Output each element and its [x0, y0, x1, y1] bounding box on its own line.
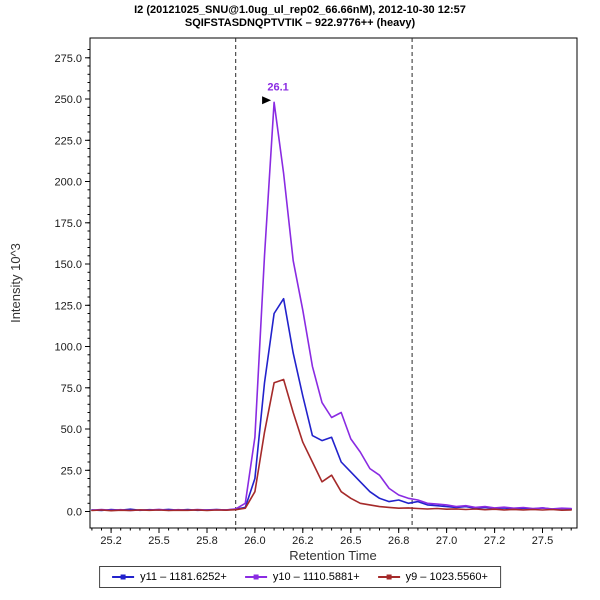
legend-label-y9: y9 – 1023.5560+: [405, 571, 488, 583]
legend-line-y10-icon: [244, 576, 267, 578]
y-tick-label: 100.0: [54, 342, 82, 354]
y-tick-label: 250.0: [54, 94, 82, 106]
chart-title-line2: SQIFSTASDNQPTVTIK – 922.9776++ (heavy): [184, 17, 416, 29]
plot-frame-rect: [89, 37, 578, 529]
legend-item-y11: y11 – 1181.6252+: [112, 571, 227, 583]
y-tick-label: 150.0: [54, 259, 82, 271]
y-axis-title: Intensity 10^3: [8, 243, 23, 323]
y-tick-label: 275.0: [54, 53, 82, 65]
x-tick-label: 26.0: [244, 535, 265, 547]
legend-label-y10: y10 – 1110.5881+: [272, 571, 360, 583]
y-tick-label: 225.0: [54, 135, 82, 147]
legend-line-y11-icon: [112, 576, 135, 578]
chromatogram-traces: [91, 101, 573, 512]
legend-label-y11: y11 – 1181.6252+: [140, 571, 227, 583]
x-tick-label: 27.2: [484, 535, 505, 547]
y-tick-label: 200.0: [54, 177, 82, 189]
integration-boundaries: [235, 38, 413, 528]
legend-item-y9: y9 – 1023.5560+: [377, 571, 488, 583]
axes-ticks: 25.2 25.5 25.8 26.0 26.2 26.5 26.8 27.0 27.2 27.5…: [54, 49, 572, 547]
trace-y10: [91, 101, 573, 512]
y-tick-label: 25.0: [61, 465, 82, 477]
x-tick-label: 26.8: [388, 535, 409, 547]
x-tick-label: 27.5: [532, 535, 553, 547]
trace-y11: [91, 297, 573, 512]
x-tick-label: 25.2: [100, 535, 121, 547]
x-tick-label: 26.5: [340, 535, 361, 547]
x-tick-label: 27.0: [436, 535, 457, 547]
x-tick-label: 25.8: [196, 535, 217, 547]
y-tick-label: 125.0: [54, 300, 82, 312]
peak-pointer-icon: [262, 96, 272, 105]
x-tick-label: 25.5: [148, 535, 169, 547]
y-tick-label: 0.0: [67, 507, 82, 519]
legend-item-y10: y10 – 1110.5881+: [244, 571, 360, 583]
chart-title-line1: I2 (20121025_SNU@1.0ug_ul_rep02_66.66nM)…: [134, 4, 466, 16]
y-tick-label: 175.0: [54, 218, 82, 230]
y-tick-label: 50.0: [61, 424, 82, 436]
y-tick-label: 75.0: [61, 383, 82, 395]
x-tick-label: 26.2: [292, 535, 313, 547]
plot-frame: [89, 37, 578, 529]
peak-rt-label: 26.1: [267, 81, 288, 93]
trace-y9: [91, 378, 573, 512]
legend-line-y9-icon: [377, 576, 400, 578]
peak-annotation: 26.1: [262, 81, 289, 105]
x-axis-title: Retention Time: [289, 548, 376, 563]
legend: y11 – 1181.6252+ y10 – 1110.5881+ y9 – 1…: [99, 566, 501, 588]
